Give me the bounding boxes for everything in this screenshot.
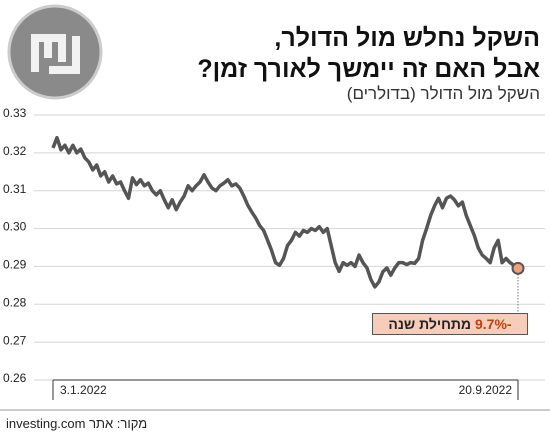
source: מקור: אתר investing.com	[6, 416, 148, 431]
y-tick-label: 0.26	[3, 371, 27, 385]
logo-circle	[7, 4, 103, 100]
annotation-box: -9.7% מתחילת שנה	[372, 313, 528, 335]
y-tick-label: 0.32	[3, 144, 27, 158]
x-tick-label: 3.1.2022	[60, 383, 107, 397]
y-tick-label: 0.28	[3, 295, 27, 309]
annotation-value: -9.7%	[474, 316, 512, 332]
logo	[7, 4, 103, 100]
chart-title: השקל נחלש מול הדולר,	[274, 24, 540, 52]
y-tick-label: 0.30	[3, 220, 27, 234]
chart-title-line2: אבל האם זה יימשך לאורך זמן?	[197, 55, 540, 83]
y-tick-label: 0.31	[3, 182, 27, 196]
y-tick-label: 0.27	[3, 333, 27, 347]
y-tick-label: 0.33	[3, 106, 27, 120]
logo-shekel	[31, 34, 80, 74]
y-tick-label: 0.29	[3, 258, 27, 272]
chart-subtitle: השקל מול הדולר (בדולרים)	[346, 84, 540, 103]
annotation-label: מתחילת שנה	[388, 316, 472, 332]
line-series	[51, 135, 520, 289]
x-tick-label: 20.9.2022	[459, 383, 513, 397]
end-marker	[511, 261, 525, 275]
